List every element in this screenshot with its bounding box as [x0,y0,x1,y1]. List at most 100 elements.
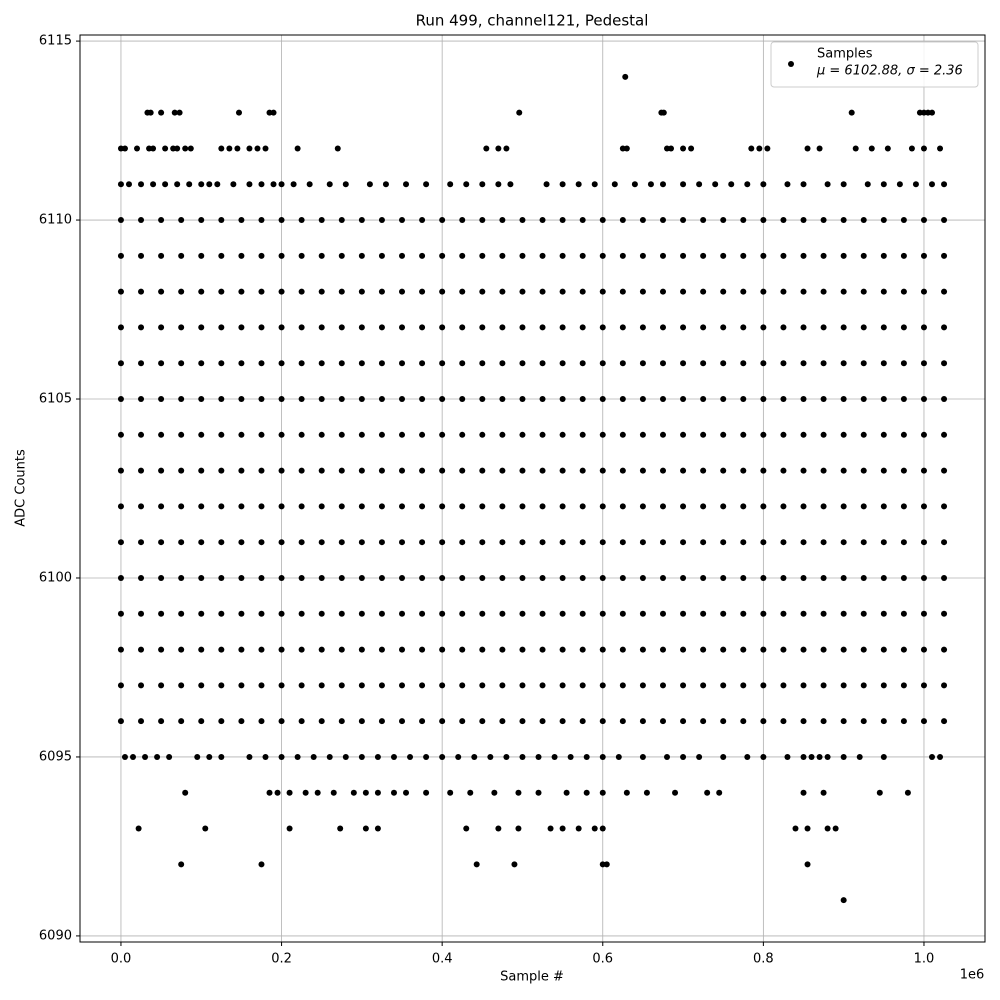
point [840,288,847,295]
point [860,217,867,224]
point [362,825,369,832]
point [816,753,823,760]
point [499,610,506,617]
point [138,288,145,295]
point [258,718,265,725]
point [503,145,510,152]
point [238,718,245,725]
point [138,646,145,653]
point [117,646,124,653]
point [198,324,205,331]
point [238,574,245,581]
point [278,324,285,331]
point [419,467,426,474]
point [178,324,185,331]
point [615,753,622,760]
point [218,539,225,546]
point [278,217,285,224]
point [286,789,293,796]
point [117,610,124,617]
point [479,610,486,617]
point [439,503,446,510]
point [559,252,566,259]
point [318,682,325,689]
point [459,718,466,725]
point [419,574,426,581]
point [680,539,687,546]
point [619,718,626,725]
point [740,467,747,474]
point [491,789,498,796]
point [499,252,506,259]
point [459,217,466,224]
point [659,181,666,188]
point [784,753,791,760]
point [117,682,124,689]
point [419,288,426,295]
point [358,718,365,725]
point [780,217,787,224]
point [760,718,767,725]
y-tick-label: 6090 [39,928,72,943]
point [660,109,667,116]
point [700,252,707,259]
point [459,396,466,403]
point [419,646,426,653]
point [539,324,546,331]
grid [80,35,985,942]
point [218,718,225,725]
point [302,789,309,796]
point [342,181,349,188]
point [929,109,936,116]
point [479,360,486,367]
point [832,825,839,832]
point [162,181,169,188]
point [820,288,827,295]
point [900,539,907,546]
point [338,431,345,438]
point [473,861,480,868]
point [623,789,630,796]
point [659,324,666,331]
point [639,360,646,367]
point [258,610,265,617]
point [880,324,887,331]
point [579,252,586,259]
point [479,181,486,188]
point [619,610,626,617]
point [214,181,221,188]
point [503,753,510,760]
point [912,181,919,188]
point [720,324,727,331]
point [117,217,124,224]
point [840,396,847,403]
x-tick-label: 0.6 [592,952,613,967]
point [900,431,907,438]
point [720,360,727,367]
point [298,682,305,689]
point [700,396,707,403]
point [158,217,165,224]
point [740,539,747,546]
point [824,753,831,760]
point [760,324,767,331]
point [318,252,325,259]
point [294,753,301,760]
point [399,539,406,546]
point [780,324,787,331]
x-tick-label: 0.8 [753,952,774,967]
point [920,610,927,617]
point [358,324,365,331]
point [125,181,132,188]
point [920,288,927,295]
point [258,288,265,295]
point [238,539,245,546]
point [519,252,526,259]
point [378,539,385,546]
point [178,396,185,403]
point [880,252,887,259]
point [900,718,907,725]
point [631,181,638,188]
point [800,217,807,224]
point [459,288,466,295]
